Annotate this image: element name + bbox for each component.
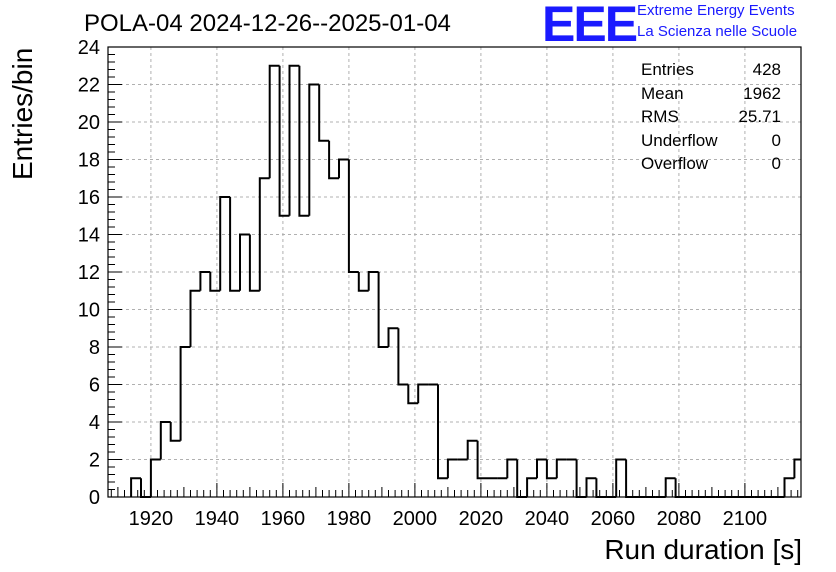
histogram-bin — [595, 478, 607, 498]
x-tick-label: 2020 — [459, 508, 504, 530]
histogram-bin — [476, 440, 488, 480]
histogram-bin — [338, 158, 349, 179]
stats-value: 0 — [771, 130, 781, 150]
histogram-bin — [209, 272, 221, 292]
stats-row-rms: RMS 25.71 — [641, 105, 781, 129]
histogram-bin — [258, 177, 270, 291]
stats-label: Underflow — [641, 130, 718, 150]
histogram-bin — [575, 459, 587, 498]
histogram-bin — [585, 477, 597, 497]
histogram-bin — [377, 272, 389, 348]
histogram-bin — [328, 140, 339, 180]
stats-label: Mean — [641, 83, 684, 103]
histogram-bin — [526, 477, 537, 497]
y-tick-label: 4 — [89, 412, 100, 434]
histogram-bin — [268, 64, 280, 179]
histogram-bin — [298, 65, 310, 217]
histogram-bin — [278, 65, 290, 217]
stats-box: Entries 428 Mean 1962 RMS 25.71 Underflo… — [641, 58, 781, 176]
y-tick-label: 20 — [78, 112, 100, 134]
x-tick-label: 2000 — [393, 508, 438, 530]
histogram-bin — [536, 458, 547, 479]
histogram-bin — [159, 421, 171, 460]
tick-labels: 1920 1940 1960 1980 2000 2020 2040 2060 2080 2100… — [78, 37, 767, 530]
y-tick-label: 10 — [78, 300, 100, 322]
logo-line-1: Extreme Energy Events — [637, 2, 795, 19]
histogram-bin — [407, 384, 419, 405]
y-tick-label: 8 — [89, 337, 100, 359]
stats-value: 428 — [752, 60, 781, 79]
y-tick-label: 18 — [78, 150, 100, 172]
stats-row-mean: Mean 1962 — [641, 82, 781, 106]
histogram-bin — [130, 477, 141, 497]
histogram-bin — [229, 197, 240, 292]
y-tick-label: 12 — [78, 262, 100, 284]
axes — [107, 46, 802, 498]
histogram-bin — [318, 84, 330, 142]
histogram-bin — [149, 458, 161, 497]
grid-lines — [108, 47, 801, 497]
stats-row-overflow: Overflow 0 — [641, 152, 781, 176]
histogram-bin — [357, 272, 369, 292]
histogram-bin — [199, 271, 211, 291]
stats-row-underflow: Underflow 0 — [641, 129, 781, 153]
y-tick-label: 16 — [78, 187, 100, 209]
stats-row-entries: Entries 428 — [641, 58, 781, 82]
x-axis-label: Run duration [s] — [604, 534, 802, 565]
y-tick-label: 0 — [89, 487, 100, 509]
x-tick-label: 1960 — [261, 508, 306, 530]
histogram-bin — [179, 346, 191, 441]
x-tick-label: 2080 — [657, 508, 702, 530]
histogram-bin — [169, 422, 181, 442]
stats-value: 25.71 — [738, 107, 781, 126]
histogram-bin — [219, 196, 231, 291]
stats-value: 0 — [771, 154, 781, 173]
y-tick-label: 24 — [78, 37, 100, 59]
x-tick-label: 2040 — [525, 508, 570, 530]
eee-logo-mark: EEE — [542, 0, 638, 52]
histogram-bin — [308, 83, 320, 216]
histogram-bin — [140, 478, 151, 498]
histogram-bin — [545, 459, 557, 480]
histogram-bin — [367, 271, 379, 291]
histogram-bin — [189, 289, 201, 347]
histogram-bin — [555, 458, 567, 479]
stats-label: Overflow — [641, 154, 709, 173]
histogram-bin — [674, 478, 686, 498]
histogram-bin — [239, 233, 250, 291]
y-axis-label: Entries/bin — [7, 47, 38, 180]
stats-value: 1962 — [743, 83, 781, 103]
histogram-bin — [288, 64, 300, 216]
x-tick-label: 2100 — [723, 508, 768, 530]
stats-label: RMS — [641, 107, 679, 126]
histogram-bin — [387, 327, 399, 347]
x-tick-label: 1980 — [327, 508, 372, 530]
x-tick-label: 1940 — [195, 508, 240, 530]
histogram-bin — [783, 477, 795, 497]
histogram-bin — [506, 458, 518, 479]
y-tick-label: 6 — [89, 375, 100, 397]
histogram-bin — [466, 439, 478, 460]
histogram-bin — [437, 384, 448, 480]
histogram-bin — [446, 458, 458, 479]
y-tick-label: 22 — [78, 75, 100, 97]
x-tick-label: 2060 — [591, 508, 636, 530]
histogram-bin — [625, 459, 636, 498]
histogram-bin — [347, 159, 359, 273]
y-tick-label: 14 — [78, 225, 100, 247]
y-tick-label: 2 — [89, 450, 100, 472]
chart-title: POLA-04 2024-12-26--2025-01-04 — [84, 10, 451, 37]
x-tick-label: 1920 — [129, 508, 174, 530]
histogram-bin — [793, 458, 801, 479]
stats-label: Entries — [641, 60, 694, 79]
histogram-bin — [664, 477, 676, 497]
histogram-bin — [417, 383, 429, 404]
histogram-bin — [248, 234, 260, 292]
logo-line-2: La Scienza nelle Scuole — [637, 23, 798, 40]
histogram-bin — [397, 328, 409, 386]
histogram-bin — [516, 459, 528, 498]
histogram-bin — [615, 458, 627, 497]
